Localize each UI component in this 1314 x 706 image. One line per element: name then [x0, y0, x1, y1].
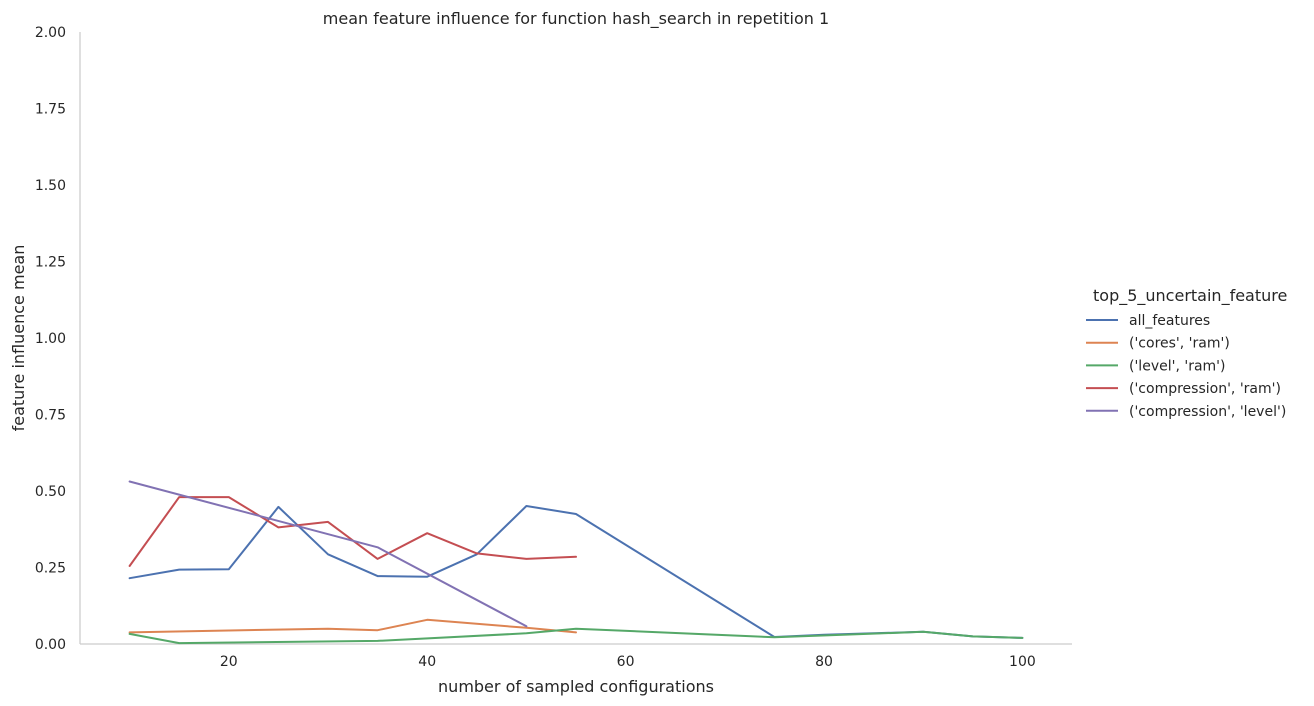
series-line-2 — [128, 627, 1024, 645]
x-tick-label: 40 — [418, 654, 436, 670]
series-line-3 — [128, 496, 577, 567]
legend-label-0: all_features — [1129, 313, 1210, 329]
x-tick-label: 100 — [1009, 654, 1036, 670]
y-tick-label: 1.50 — [35, 178, 66, 194]
legend: top_5_uncertain_feature all_features ('co… — [1086, 286, 1287, 420]
series-line-4 — [128, 480, 528, 628]
x-tick-label: 60 — [617, 654, 635, 670]
y-axis-label: feature influence mean — [9, 245, 28, 432]
axes: 20 40 60 80 100 0.00 0.25 0.50 0.75 1.00 1.25 1.50 1… — [35, 25, 1072, 670]
legend-label-1: ('cores', 'ram') — [1129, 336, 1230, 352]
chart-title: mean feature influence for function hash… — [323, 9, 829, 29]
series-line-1 — [128, 618, 577, 634]
legend-label-3: ('compression', 'ram') — [1129, 381, 1281, 397]
y-tick-label: 2.00 — [35, 25, 66, 41]
series-line-0 — [128, 505, 1024, 639]
x-tick-label: 20 — [220, 654, 238, 670]
y-tick-label: 0.25 — [35, 561, 66, 577]
legend-label-2: ('level', 'ram') — [1129, 358, 1225, 374]
y-tick-label: 1.00 — [35, 331, 66, 347]
y-tick-label: 1.25 — [35, 255, 66, 271]
y-tick-label: 0.75 — [35, 408, 66, 424]
x-axis-label: number of sampled configurations — [438, 677, 714, 696]
y-tick-label: 1.75 — [35, 102, 66, 118]
legend-title: top_5_uncertain_feature — [1093, 286, 1287, 306]
y-tick-label: 0.00 — [35, 637, 66, 653]
plot-lines — [128, 480, 1024, 645]
legend-label-4: ('compression', 'level') — [1129, 404, 1286, 420]
y-tick-label: 0.50 — [35, 484, 66, 500]
x-tick-label: 80 — [815, 654, 833, 670]
